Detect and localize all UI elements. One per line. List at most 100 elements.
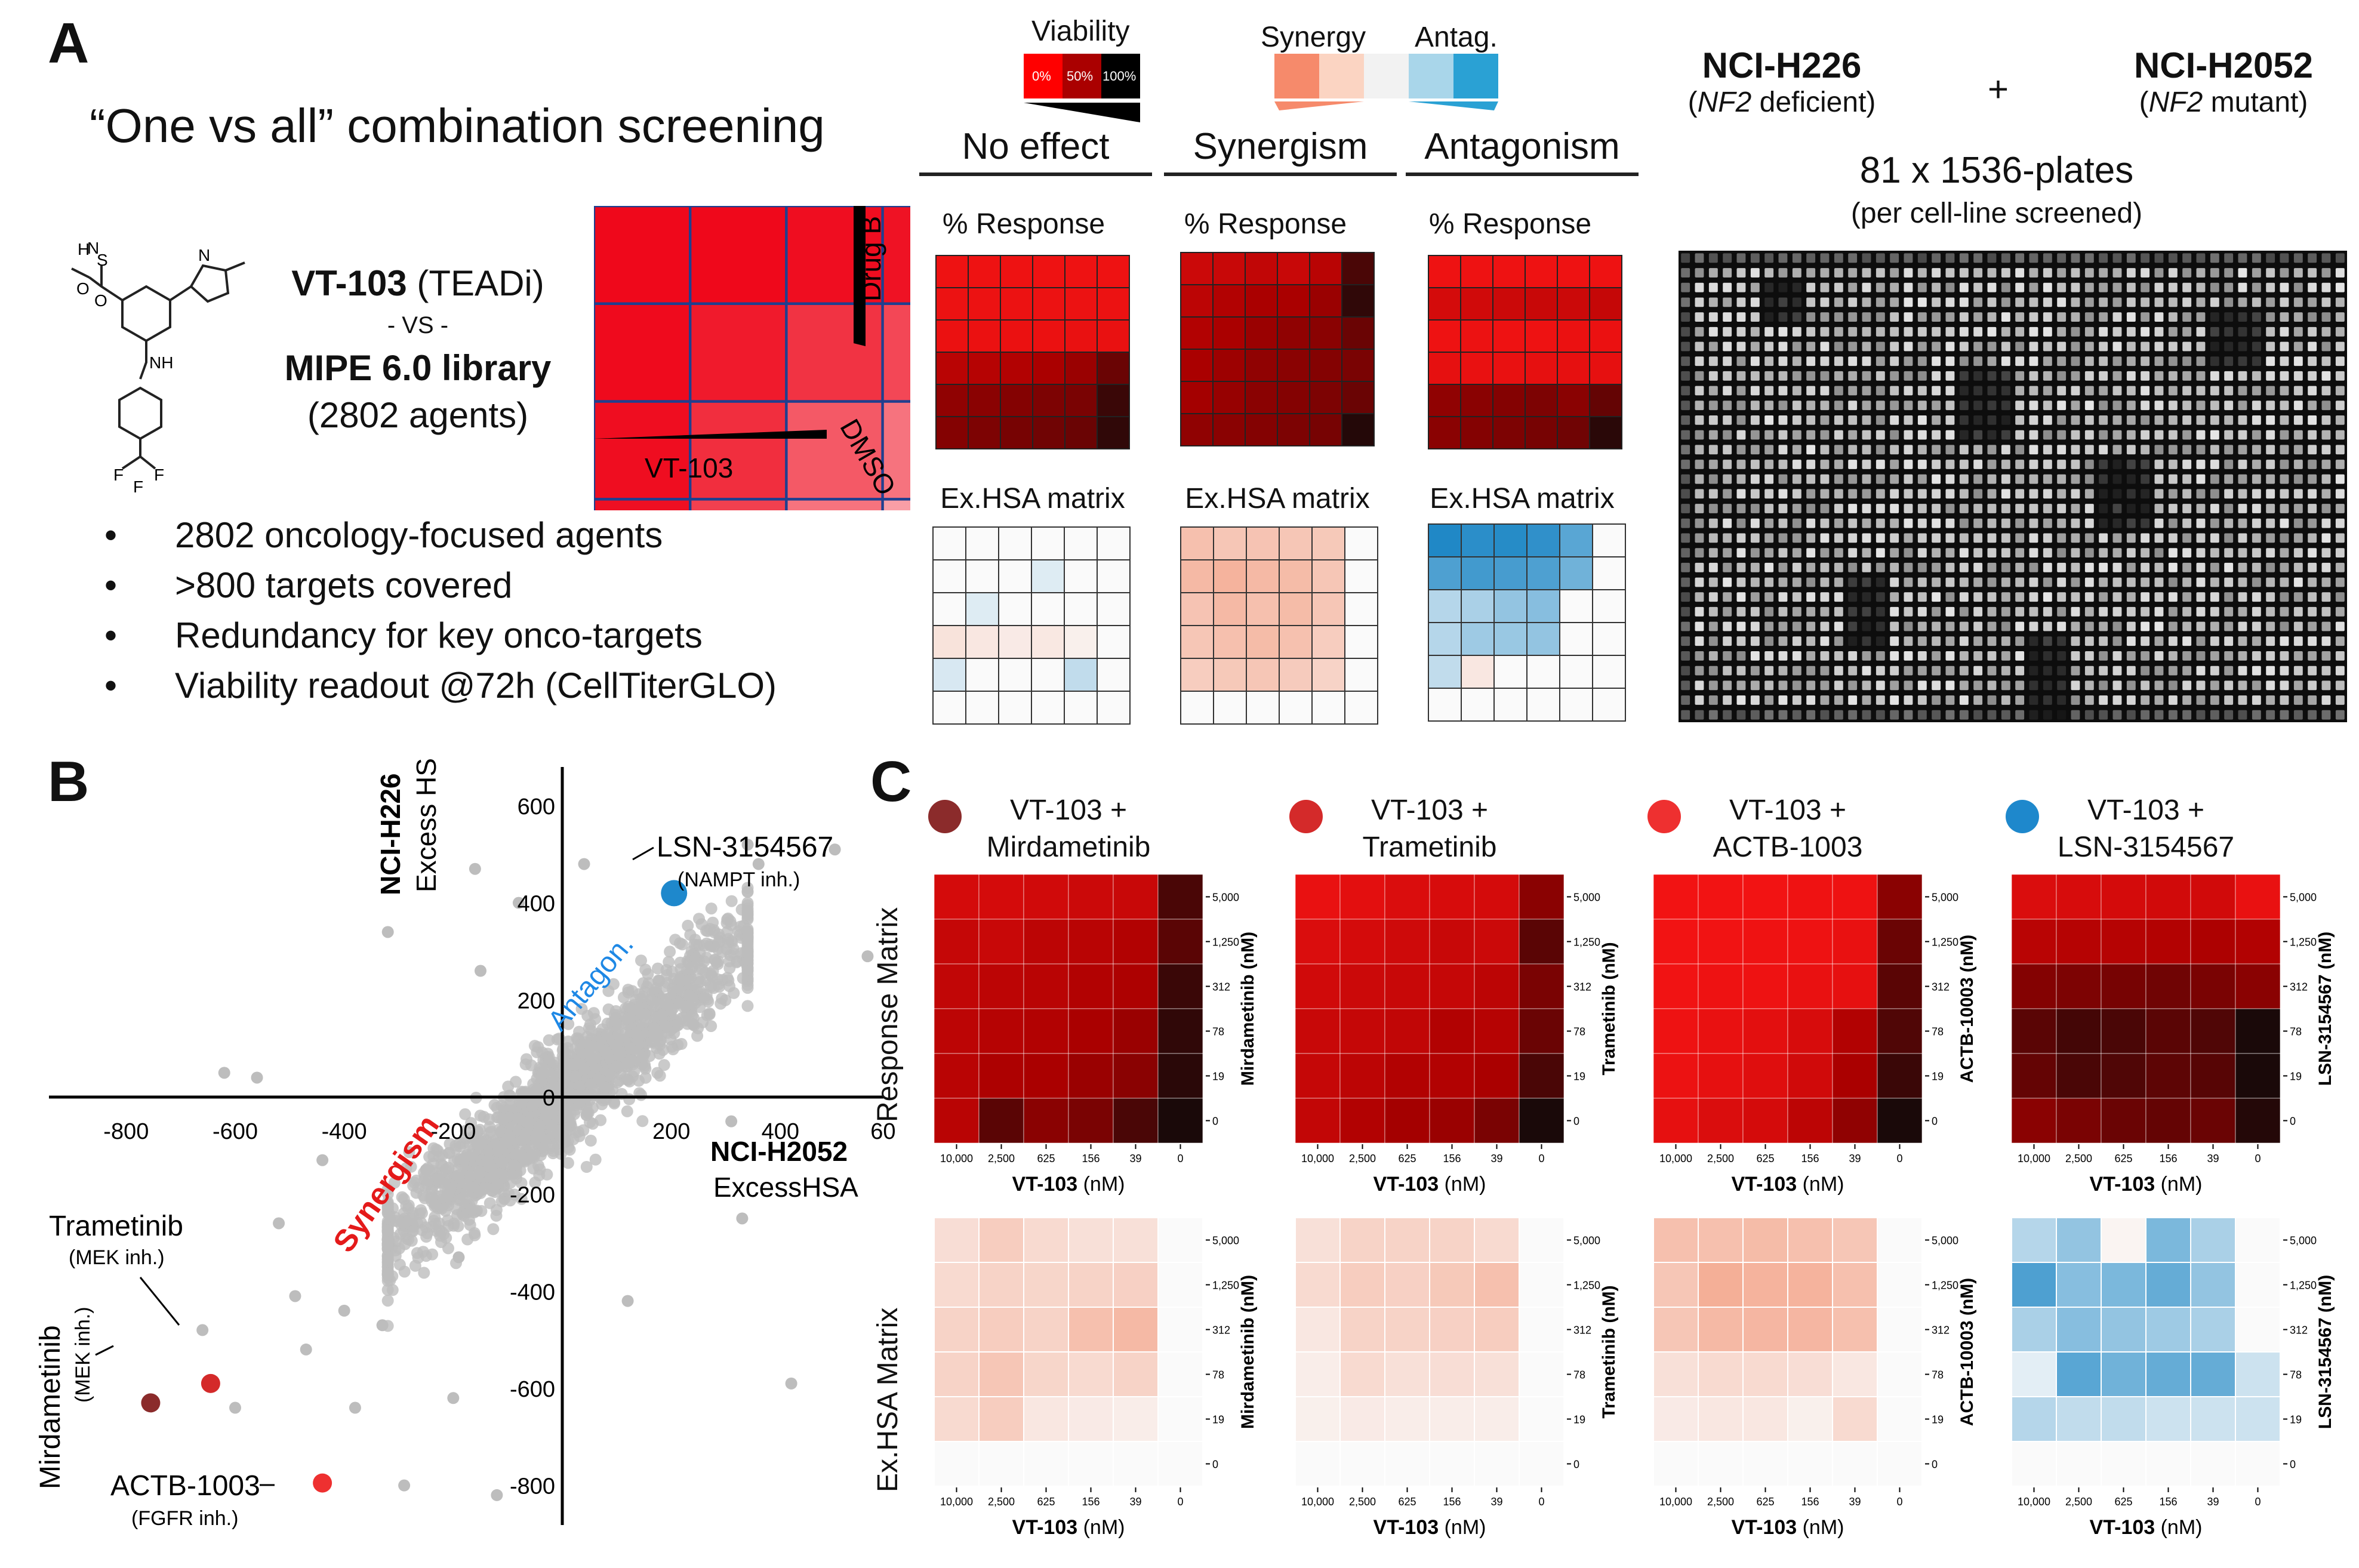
plate-well: [1932, 621, 1941, 631]
scatter-point: [465, 1203, 478, 1215]
plate-well: [1723, 504, 1732, 513]
plate-well: [1945, 695, 1955, 705]
heatmap-cell: [1113, 963, 1159, 1009]
scatter-ticks: -800-600-400-2002004006006004002000-200-…: [103, 794, 895, 1499]
plate-well: [2182, 533, 2192, 543]
plate-well: [1750, 268, 1760, 278]
heatmap-x-axis-label: VT-103 (nM): [1373, 1173, 1486, 1196]
plate-well: [2224, 341, 2234, 352]
plate-well: [1695, 666, 1704, 676]
scatter-point: [683, 989, 695, 1002]
plate-well: [1917, 282, 1927, 292]
plate-well: [1917, 356, 1927, 366]
plate-well: [1890, 253, 1899, 263]
heatmap-y-axis-label: ACTB-10003 (nM): [1957, 935, 1977, 1083]
plate-well: [2112, 680, 2122, 691]
scatter-point: [381, 1295, 394, 1307]
plate-well: [1695, 474, 1704, 484]
heatmap-y-tick-label: 0: [1573, 1459, 1579, 1471]
plate-well: [2182, 386, 2192, 396]
scatter-point: [475, 1205, 488, 1217]
scatter-point: [398, 1193, 410, 1205]
plate-well: [1806, 606, 1816, 617]
plate-well: [1987, 592, 1997, 602]
cell-right-desc: mutant): [2203, 87, 2308, 118]
plate-well: [1973, 666, 1983, 676]
plate-well: [2015, 710, 2025, 720]
plate-well: [2154, 548, 2164, 557]
plate-well: [1876, 562, 1885, 572]
plate-well: [1708, 666, 1718, 676]
plate-well: [2308, 326, 2317, 337]
plate-well: [1806, 548, 1816, 557]
heatmap-cell: [2056, 919, 2102, 965]
heatmap-cell: [2145, 1441, 2191, 1487]
heatmap-y-tick-label: 78: [2290, 1026, 2302, 1038]
plate-well: [2099, 666, 2108, 676]
heatmap-cell: [1877, 963, 1923, 1009]
plate-well: [2280, 430, 2289, 440]
plate-well: [2154, 695, 2164, 705]
plate-well: [1876, 651, 1885, 661]
matrix-cell: [1589, 384, 1622, 417]
scatter-x-sub: ExcessHSA: [713, 1172, 858, 1203]
plate-well: [1862, 371, 1871, 381]
heatmap-cell: [1068, 1262, 1114, 1308]
plate-well: [1736, 253, 1746, 263]
plate-well: [2071, 312, 2080, 322]
heatmap-cell: [2056, 1218, 2102, 1263]
plate-well: [2335, 297, 2345, 307]
plate-well: [1736, 268, 1746, 278]
plate-well: [2182, 356, 2192, 366]
plate-well: [2168, 533, 2178, 543]
plate-wells: [1681, 253, 2345, 720]
heatmap-cell: [1653, 1262, 1699, 1308]
plate-well: [1764, 430, 1774, 440]
heatmap-cell: [1787, 1351, 1833, 1397]
heatmap-cell: [2012, 874, 2057, 920]
scatter-point: [635, 1008, 648, 1020]
plate-well: [2335, 268, 2345, 278]
plate-well: [1681, 636, 1690, 646]
y-tick-label: 200: [518, 988, 555, 1013]
plate-well: [1904, 430, 1913, 440]
plate-well: [1848, 548, 1858, 557]
plate-well: [2126, 621, 2136, 631]
heatmap-cell: [1023, 1053, 1069, 1099]
plate-well: [1973, 297, 1983, 307]
plate-well: [1973, 460, 1983, 469]
plate-well: [1959, 356, 1969, 366]
plate-well: [1945, 430, 1955, 440]
plate-well: [1681, 577, 1690, 587]
plate-well: [1959, 312, 1969, 322]
heatmap-y-tick-label: 312: [2290, 981, 2308, 993]
plate-well: [2126, 460, 2136, 469]
plate-well: [1736, 504, 1746, 513]
heatmap-cell: [1742, 1441, 1788, 1487]
scatter-y-sub: Excess HSA: [411, 758, 442, 892]
heatmap-cell: [1157, 1008, 1203, 1054]
plate-well: [2015, 562, 2025, 572]
plate-well: [1806, 341, 1816, 352]
plate-well: [2001, 621, 2010, 631]
plate-well: [1904, 621, 1913, 631]
heatmap-cell: [1023, 1441, 1069, 1487]
plate-well: [2168, 445, 2178, 455]
plate-well: [2224, 518, 2234, 528]
plate-well: [2252, 518, 2261, 528]
x-axis-unit: (nM): [2155, 1173, 2202, 1196]
plate-well: [2321, 312, 2331, 322]
plate-well: [2057, 680, 2067, 691]
matrix-cell: [1492, 384, 1526, 417]
heatmap-cell: [1698, 963, 1744, 1009]
plate-well: [1917, 504, 1927, 513]
heatmap-cell: [978, 1307, 1024, 1353]
plate-well: [2196, 341, 2206, 352]
plate-well: [1959, 297, 1969, 307]
plate-well: [2043, 341, 2052, 352]
heatmap-cell: [978, 919, 1024, 965]
heatmap-cell: [1742, 963, 1788, 1009]
plate-well: [2280, 548, 2289, 557]
plate-well: [2112, 474, 2122, 484]
plate-well: [1764, 401, 1774, 411]
